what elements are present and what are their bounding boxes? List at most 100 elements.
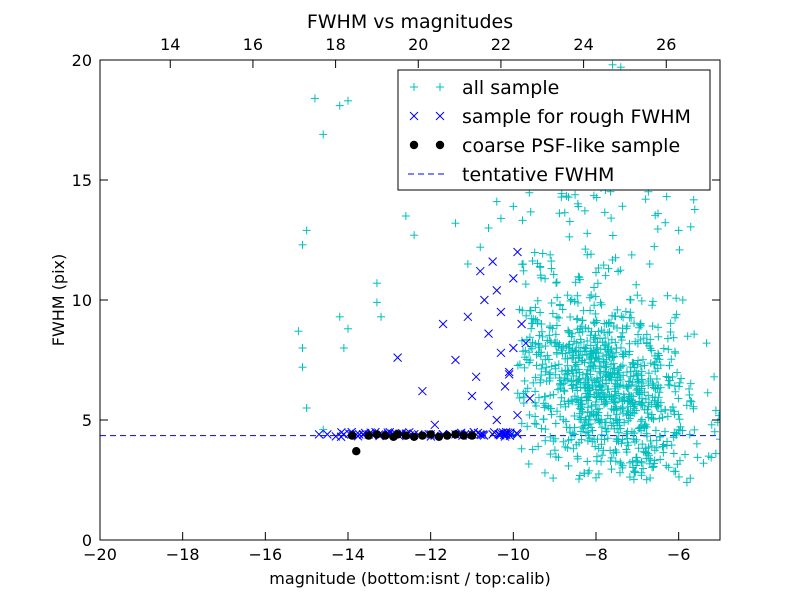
all-sample-point	[546, 450, 555, 459]
all-sample-point	[570, 423, 579, 432]
legend-label: coarse PSF-like sample	[462, 135, 680, 157]
coarse-psf-point	[401, 431, 411, 440]
all-sample-point	[298, 363, 307, 372]
all-sample-point	[602, 362, 611, 371]
all-sample-point	[600, 328, 609, 337]
all-sample-point	[575, 409, 584, 418]
all-sample-point	[546, 391, 555, 400]
all-sample-point	[644, 376, 653, 385]
all-sample-point	[655, 388, 664, 397]
all-sample-point	[629, 475, 638, 484]
all-sample-point	[613, 418, 622, 427]
all-sample-point	[551, 361, 560, 370]
all-sample-point	[606, 319, 615, 328]
all-sample-point	[611, 445, 620, 454]
axes: −20 −18 −16 −14 −12 −10 −8 −6 0 5 10 15 20 14 16 18 20 22…	[72, 35, 720, 564]
all-sample-point	[553, 407, 562, 416]
all-sample-point	[625, 350, 634, 359]
legend-label: tentative FWHM	[462, 164, 614, 186]
all-sample-point	[635, 397, 644, 406]
all-sample-point	[578, 316, 587, 325]
coarse-psf-point	[381, 431, 390, 440]
x-tick-label: −10	[496, 545, 530, 564]
all-sample-point	[552, 312, 561, 321]
all-sample-point	[554, 360, 563, 369]
all-sample-point	[630, 437, 639, 446]
all-sample-point	[564, 193, 573, 202]
all-sample-point	[589, 318, 598, 327]
all-sample-point	[551, 434, 560, 443]
chart-title: FWHM vs magnitudes	[307, 11, 513, 33]
all-sample-point	[518, 216, 527, 225]
rough-fwhm-point	[471, 372, 481, 382]
all-sample-point	[581, 383, 590, 392]
all-sample-point	[344, 324, 352, 333]
all-sample-point	[554, 453, 563, 462]
rough-fwhm-point	[430, 420, 440, 430]
all-sample-point	[659, 344, 668, 353]
all-sample-point	[535, 343, 544, 352]
all-sample-point	[527, 324, 536, 333]
rough-fwhm-point	[322, 430, 332, 439]
legend-label: all sample	[462, 77, 559, 99]
all-sample-point	[662, 461, 671, 470]
all-sample-point	[656, 361, 665, 370]
all-sample-point	[634, 444, 643, 453]
all-sample-point	[628, 408, 637, 417]
all-sample-point	[673, 368, 682, 377]
all-sample-point	[339, 344, 348, 352]
all-sample-point	[401, 212, 410, 220]
all-sample-point	[660, 427, 669, 436]
all-sample-point	[648, 379, 657, 388]
all-sample-point	[528, 257, 537, 266]
all-sample-point	[570, 297, 579, 306]
top-tick-label: 22	[491, 35, 511, 54]
all-sample-point	[622, 445, 631, 454]
all-sample-point	[581, 245, 590, 254]
all-sample-point	[654, 209, 662, 218]
all-sample-point	[627, 250, 636, 259]
all-sample-point	[646, 436, 655, 445]
all-sample-point	[547, 257, 556, 266]
all-sample-point	[521, 280, 530, 289]
all-sample-point	[655, 432, 664, 441]
all-sample-point	[302, 226, 311, 235]
all-sample-point	[616, 458, 625, 467]
legend-label: sample for rough FWHM	[462, 106, 691, 128]
all-sample-point	[536, 308, 545, 317]
all-sample-point	[672, 310, 681, 319]
top-tick-label: 20	[408, 35, 428, 54]
all-sample-point	[563, 361, 572, 370]
x-tick-label: −14	[331, 545, 365, 564]
all-sample-point	[631, 337, 640, 346]
all-sample-point	[517, 419, 526, 428]
all-sample-point	[603, 434, 612, 443]
all-sample-point	[601, 271, 610, 280]
all-sample-point	[650, 456, 659, 465]
all-sample-point	[567, 396, 576, 405]
all-sample-point	[653, 384, 662, 393]
all-sample-point	[595, 416, 604, 425]
all-sample-point	[624, 416, 633, 425]
all-sample-point	[562, 192, 571, 201]
all-sample-point	[570, 361, 579, 370]
coarse-psf-point	[467, 431, 477, 440]
top-tick-label: 14	[160, 35, 180, 54]
all-sample-point	[570, 411, 579, 420]
legend-marker	[409, 140, 419, 150]
all-sample-point	[655, 355, 664, 364]
all-sample-point	[611, 338, 620, 347]
all-sample-point	[678, 296, 687, 304]
all-sample-point	[652, 443, 661, 452]
rough-fwhm-point	[418, 386, 427, 396]
all-sample-point	[531, 303, 540, 312]
all-sample-point	[711, 449, 720, 458]
all-sample-point	[669, 449, 678, 458]
all-sample-point	[613, 305, 622, 314]
all-sample-point	[541, 342, 550, 351]
legend: all sample sample for rough FWHM coarse PS…	[397, 69, 711, 191]
all-sample-point	[689, 195, 698, 204]
all-sample-point	[496, 214, 505, 223]
all-sample-point	[600, 435, 609, 444]
x-tick-label: −20	[83, 545, 117, 564]
